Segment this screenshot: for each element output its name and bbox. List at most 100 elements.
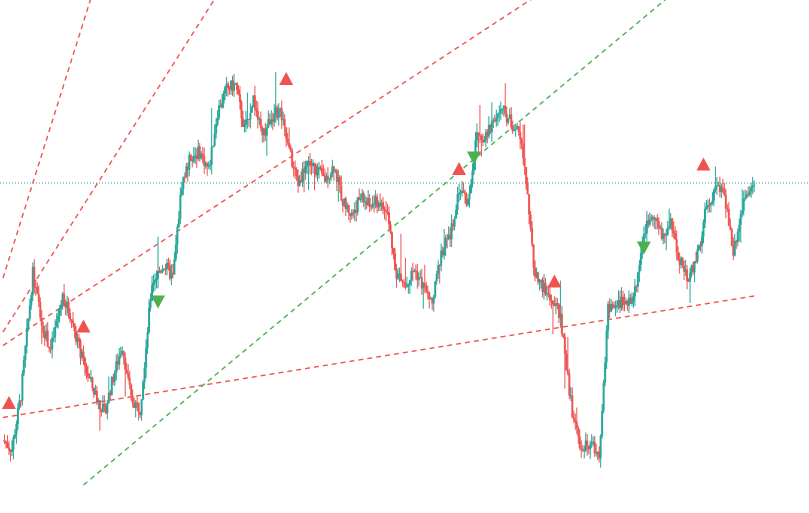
candle-body	[724, 195, 727, 209]
candle-body	[158, 270, 161, 272]
candle-body	[727, 209, 730, 226]
candle-body	[698, 245, 701, 250]
candle-body	[507, 118, 510, 123]
candle-body	[520, 139, 523, 144]
candle-body	[575, 422, 578, 429]
candle-body	[471, 170, 474, 184]
candle-body	[422, 283, 425, 289]
candle-body	[259, 119, 262, 129]
candle-body	[398, 273, 401, 275]
candle-body	[161, 269, 164, 273]
candle-body	[531, 228, 534, 245]
candle-body	[276, 107, 279, 118]
candle-body	[343, 198, 346, 206]
candle-body	[650, 217, 653, 220]
candle-body	[613, 304, 616, 308]
candle-body	[405, 286, 408, 288]
candle-body	[720, 187, 723, 192]
candle-body	[347, 205, 350, 214]
candle-body	[610, 304, 613, 312]
candle-body	[152, 282, 155, 286]
candle-body	[644, 233, 647, 235]
candle-body	[310, 165, 313, 167]
candle-body	[154, 280, 157, 283]
candle-body	[560, 313, 563, 335]
candle-body	[425, 285, 428, 292]
candle-body	[745, 194, 748, 198]
candle-body	[51, 337, 54, 350]
candle-body	[80, 351, 83, 358]
candle-body	[456, 194, 459, 210]
candle-body	[475, 132, 478, 141]
candle-body	[434, 281, 437, 297]
candle-body	[189, 154, 192, 161]
candle-body	[237, 89, 240, 95]
candle-body	[279, 108, 282, 110]
candle-body	[622, 296, 624, 304]
candle-body	[748, 191, 751, 195]
candle-body	[221, 103, 224, 108]
candle-body	[78, 337, 81, 341]
candle-body	[504, 105, 507, 115]
candle-body	[197, 146, 200, 159]
candle-body	[88, 376, 91, 378]
candle-body	[523, 157, 526, 168]
candle-body	[404, 282, 407, 288]
candle-body	[9, 449, 12, 452]
candle-body	[411, 271, 414, 273]
candle-body	[514, 128, 517, 130]
candle-body	[413, 270, 416, 272]
candle-body	[410, 271, 413, 281]
candle-body	[525, 167, 528, 184]
candle-body	[346, 205, 349, 210]
candle-body	[443, 247, 446, 256]
candle-body	[429, 298, 432, 300]
candle-body	[283, 119, 286, 128]
candle-body	[513, 129, 516, 132]
buy-marker-3	[151, 295, 165, 309]
candle-body	[155, 278, 158, 281]
candle-body	[683, 265, 686, 272]
candle-body	[574, 419, 577, 423]
candle-body	[401, 280, 404, 283]
candle-body	[12, 437, 15, 450]
candle-body	[747, 194, 750, 196]
candle-body	[335, 170, 338, 182]
candle-body	[291, 150, 294, 167]
candle-body	[674, 233, 677, 240]
candle-body	[49, 348, 52, 350]
candle-body	[484, 131, 487, 141]
candle-body	[444, 238, 447, 248]
candle-body	[338, 176, 341, 186]
candle-body	[130, 385, 133, 396]
candle-body	[30, 295, 33, 306]
candle-body	[393, 253, 396, 271]
candle-body	[92, 387, 95, 395]
candle-body	[632, 296, 635, 302]
candle-body	[565, 353, 568, 371]
candle-body	[304, 166, 307, 173]
candle-body	[24, 346, 27, 361]
candle-body	[426, 291, 429, 293]
candle-body	[40, 317, 43, 326]
candle-body	[441, 250, 444, 256]
candle-body	[680, 257, 683, 265]
candle-body	[572, 417, 575, 420]
candle-body	[388, 212, 391, 225]
candle-body	[528, 194, 531, 215]
candle-body	[447, 234, 450, 240]
trend-lines	[2, 0, 755, 486]
candle-body	[19, 400, 22, 402]
candle-body	[657, 221, 660, 229]
candle-body	[213, 133, 216, 146]
candle-body	[435, 274, 438, 282]
candle-body	[678, 259, 681, 265]
candle-body	[493, 119, 496, 122]
candle-body	[109, 392, 112, 395]
candle-body	[709, 203, 712, 206]
candle-body	[355, 209, 358, 213]
candle-body	[320, 168, 323, 174]
candle-body	[408, 280, 411, 285]
candle-body	[125, 369, 128, 374]
candle-body	[692, 265, 695, 273]
